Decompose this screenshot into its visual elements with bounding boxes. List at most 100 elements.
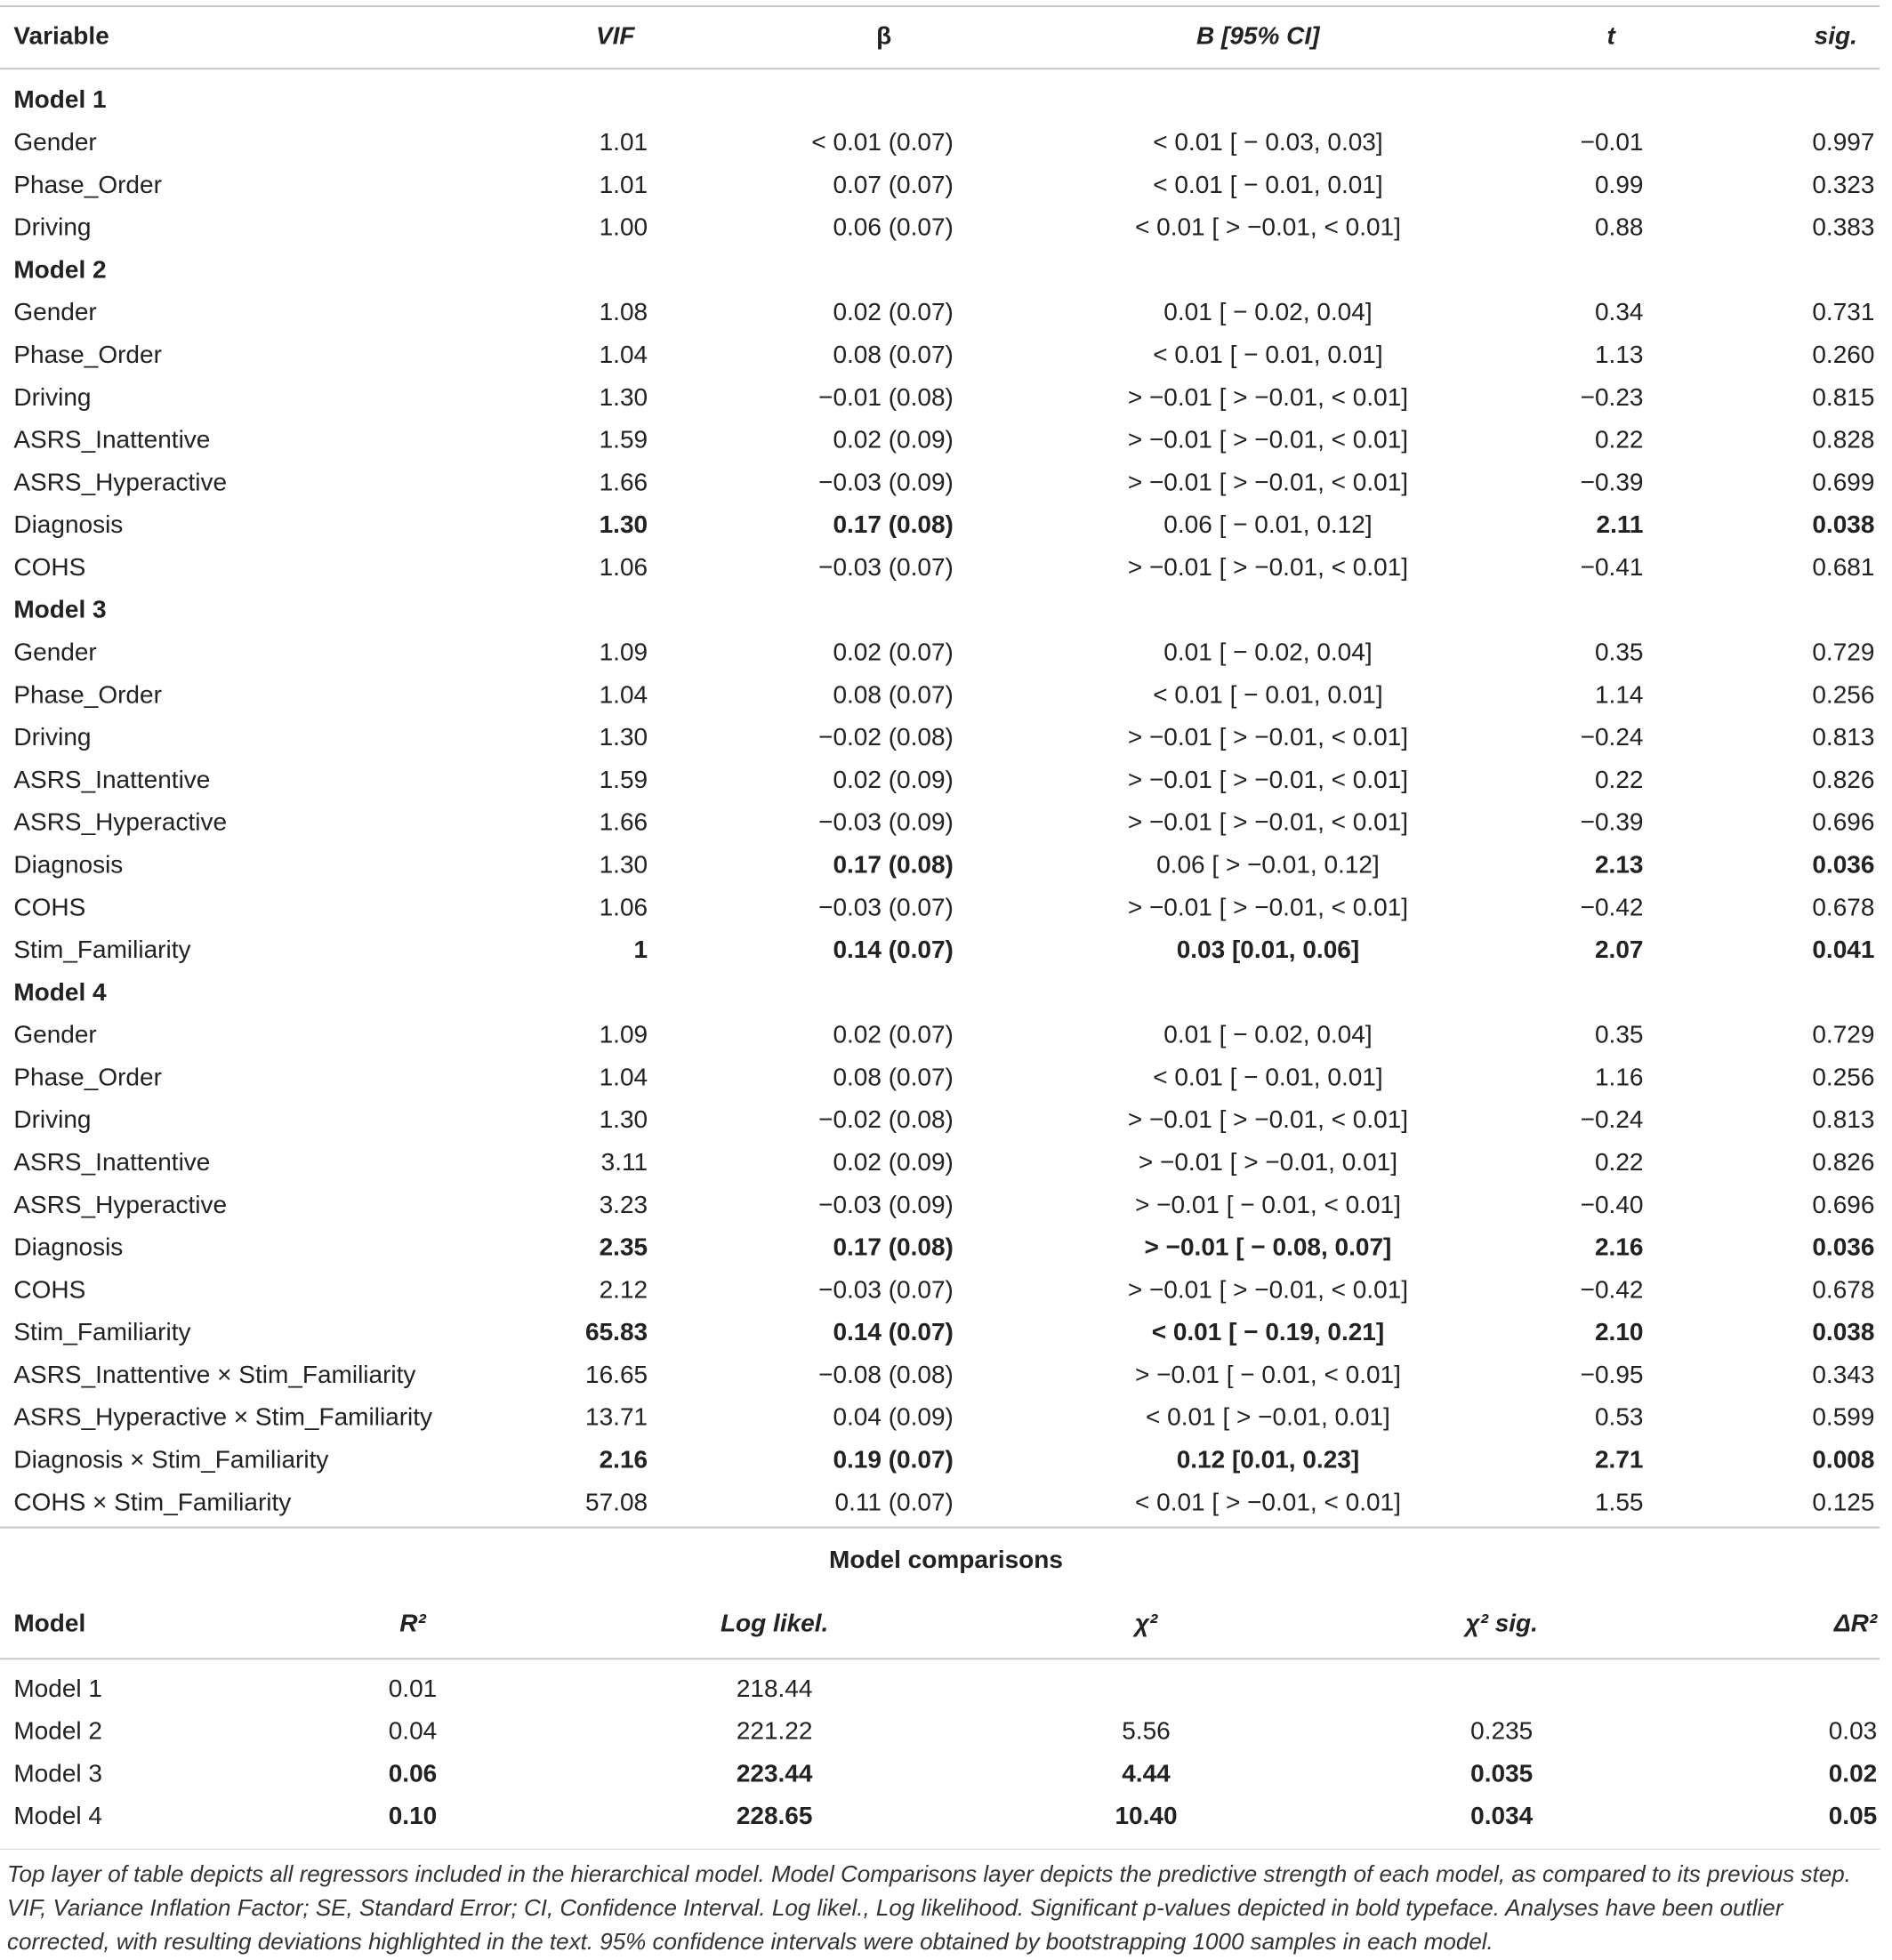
cell: 10.40 — [1115, 1802, 1177, 1829]
cell: 2.35 — [600, 1233, 648, 1261]
cell: 0.53 — [1595, 1403, 1644, 1431]
cell: < 0.01 [ − 0.03, 0.03] — [1153, 128, 1382, 156]
cell: 1.66 — [600, 468, 648, 495]
cell: 2.13 — [1595, 850, 1644, 878]
cell: Diagnosis — [13, 850, 123, 878]
cell: 1.13 — [1595, 341, 1644, 368]
cell: Diagnosis — [13, 1233, 123, 1261]
section-title: Model 2 — [13, 255, 106, 283]
cell: 13.71 — [585, 1403, 648, 1431]
cell: Gender — [13, 298, 96, 325]
cell: 0.681 — [1812, 553, 1874, 581]
cell: 0.729 — [1812, 639, 1874, 666]
cell: 1.01 — [600, 171, 648, 198]
cell: −0.39 — [1581, 808, 1644, 836]
cell: 1.08 — [600, 298, 648, 325]
cell: 2.16 — [1595, 1233, 1644, 1261]
column-header: t — [1606, 22, 1616, 50]
cell: Diagnosis × Stim_Familiarity — [13, 1446, 328, 1474]
cell: 2.07 — [1595, 936, 1644, 963]
cell: > −0.01 [ > −0.01, < 0.01] — [1128, 426, 1408, 454]
cell: Driving — [13, 383, 91, 411]
cell: 0.03 [0.01, 0.06] — [1177, 936, 1359, 963]
cell: 0.599 — [1812, 1403, 1874, 1431]
cell: 1.04 — [600, 1063, 648, 1090]
cell: > −0.01 [ − 0.01, < 0.01] — [1135, 1361, 1401, 1388]
cell: 0.828 — [1812, 426, 1874, 454]
cell: 1.55 — [1595, 1488, 1644, 1515]
column-header: sig. — [1815, 22, 1857, 50]
cell: ASRS_Inattentive — [13, 766, 210, 793]
cell: 0.06 — [389, 1759, 438, 1787]
cell: > −0.01 [ − 0.08, 0.07] — [1145, 1233, 1392, 1261]
cell: 1.30 — [600, 723, 648, 751]
cell: 0.01 [ − 0.02, 0.04] — [1163, 639, 1372, 666]
comparison-title: Model comparisons — [829, 1546, 1063, 1573]
cell: 1.09 — [600, 1021, 648, 1048]
cell: 1.59 — [600, 426, 648, 454]
cell: 0.041 — [1812, 936, 1874, 963]
cell: Model 1 — [13, 1675, 102, 1702]
cell: 0.04 — [389, 1717, 438, 1745]
cell: > −0.01 [ > −0.01, 0.01] — [1139, 1148, 1397, 1176]
cell: > −0.01 [ > −0.01, < 0.01] — [1128, 723, 1408, 751]
cell: Gender — [13, 639, 96, 666]
cell: > −0.01 [ > −0.01, < 0.01] — [1128, 766, 1408, 793]
cell: 0.14 (0.07) — [833, 936, 953, 963]
cell: Model 2 — [13, 1717, 102, 1745]
cell: < 0.01 [ > −0.01, < 0.01] — [1135, 213, 1401, 241]
cell: 0.02 (0.07) — [833, 1021, 953, 1048]
cell: −0.24 — [1581, 1105, 1644, 1133]
cell: Driving — [13, 723, 91, 751]
cell: 0.35 — [1595, 1021, 1644, 1048]
cell: > −0.01 [ > −0.01, < 0.01] — [1128, 893, 1408, 920]
cell: 0.06 [ > −0.01, 0.12] — [1156, 850, 1380, 878]
cell: 0.08 (0.07) — [833, 680, 953, 708]
cell: 0.125 — [1812, 1488, 1874, 1515]
cell: 0.256 — [1812, 1063, 1874, 1090]
cell: −0.02 (0.08) — [818, 1105, 954, 1133]
cell: 1.30 — [600, 1105, 648, 1133]
cell: 1.00 — [600, 213, 648, 241]
cell: 0.729 — [1812, 1021, 1874, 1048]
column-header: χ² sig. — [1462, 1610, 1538, 1637]
cell: 5.56 — [1122, 1717, 1171, 1745]
cell: 0.997 — [1812, 128, 1874, 156]
cell: 16.65 — [585, 1361, 648, 1388]
cell: −0.42 — [1581, 893, 1644, 920]
cell: 65.83 — [585, 1318, 648, 1345]
cell: 1.30 — [600, 850, 648, 878]
column-header: ΔR² — [1833, 1610, 1878, 1637]
cell: Phase_Order — [13, 171, 162, 198]
cell: > −0.01 [ > −0.01, < 0.01] — [1128, 808, 1408, 836]
cell: −0.23 — [1581, 383, 1644, 411]
cell: 0.08 (0.07) — [833, 1063, 953, 1090]
cell: 0.01 [ − 0.02, 0.04] — [1163, 298, 1372, 325]
cell: 2.12 — [600, 1275, 648, 1303]
cell: 0.17 (0.08) — [833, 1233, 953, 1261]
cell: −0.03 (0.09) — [818, 468, 954, 495]
cell: 218.44 — [737, 1675, 813, 1702]
cell: 0.034 — [1470, 1802, 1533, 1829]
cell: 3.23 — [600, 1191, 648, 1218]
cell: 0.02 (0.07) — [833, 639, 953, 666]
cell: 0.99 — [1595, 171, 1644, 198]
cell: Model 3 — [13, 1759, 102, 1787]
cell: 1.16 — [1595, 1063, 1644, 1090]
cell: 0.02 — [1829, 1759, 1878, 1787]
cell: > −0.01 [ > −0.01, < 0.01] — [1128, 553, 1408, 581]
cell: 0.22 — [1595, 1148, 1644, 1176]
cell: −0.03 (0.07) — [818, 893, 954, 920]
cell: ASRS_Hyperactive × Stim_Familiarity — [13, 1403, 432, 1431]
cell: 0.036 — [1812, 1233, 1874, 1261]
cell: 0.699 — [1812, 468, 1874, 495]
cell: 0.88 — [1595, 213, 1644, 241]
cell: 0.22 — [1595, 426, 1644, 454]
cell: 1.30 — [600, 510, 648, 538]
column-header: B [95% CI] — [1196, 22, 1321, 50]
cell: 0.02 (0.09) — [833, 1148, 953, 1176]
cell: −0.95 — [1581, 1361, 1644, 1388]
cell: −0.03 (0.09) — [818, 808, 954, 836]
cell: 0.17 (0.08) — [833, 850, 953, 878]
